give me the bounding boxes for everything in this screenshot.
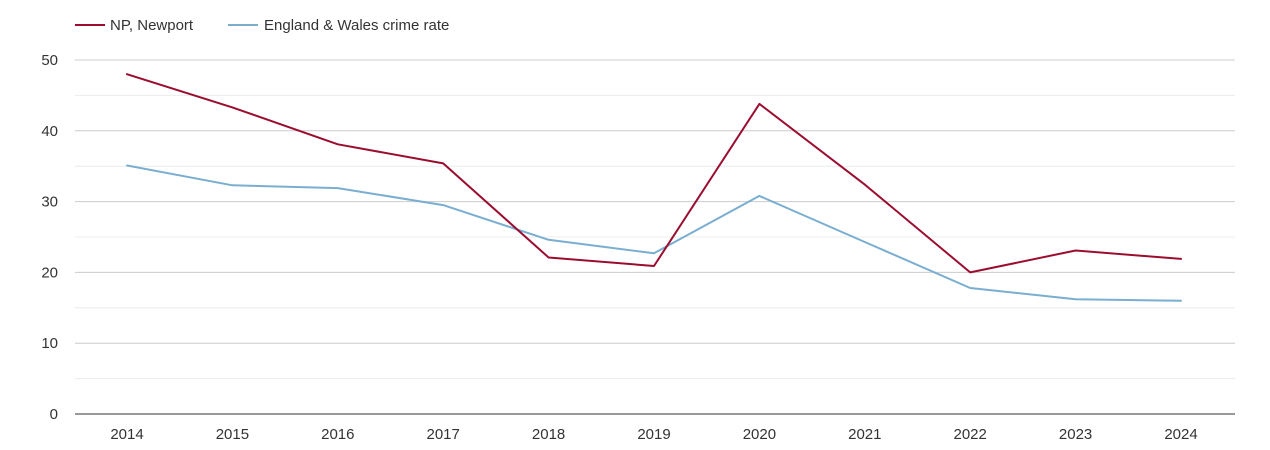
legend-item-np-newport[interactable]: NP, Newport [75,17,194,34]
y-tick-label: 30 [41,194,58,211]
legend-label: England & Wales crime rate [264,17,449,34]
x-tick-label: 2023 [1059,426,1092,443]
y-tick-label: 10 [41,335,58,352]
x-tick-label: 2022 [954,426,987,443]
y-tick-label: 50 [41,52,58,69]
x-tick-label: 2020 [743,426,776,443]
legend-item-england-wales-crime-rate[interactable]: England & Wales crime rate [228,17,449,34]
y-tick-label: 20 [41,264,58,281]
x-tick-label: 2018 [532,426,565,443]
x-tick-label: 2014 [110,426,143,443]
series-line-england-wales-crime-rate [126,164,1182,302]
x-tick-label: 2016 [321,426,354,443]
legend-label: NP, Newport [110,17,194,34]
x-tick-label: 2021 [848,426,881,443]
x-tick-label: 2024 [1164,426,1197,443]
x-axis-ticks: 2014 2015 2016 2017 2018 2019 2020 2021 2022 2023… [110,426,1197,443]
x-tick-label: 2019 [637,426,670,443]
series-group [126,73,1182,302]
x-tick-label: 2015 [216,426,249,443]
y-tick-label: 40 [41,123,58,140]
y-axis-ticks: 0 10 20 30 40 50 [41,52,58,423]
grid [75,59,1235,415]
y-tick-label: 0 [50,406,58,423]
legend: NP, Newport England & Wales crime rate [75,17,449,34]
x-tick-label: 2017 [427,426,460,443]
series-line-np-newport [126,73,1182,274]
